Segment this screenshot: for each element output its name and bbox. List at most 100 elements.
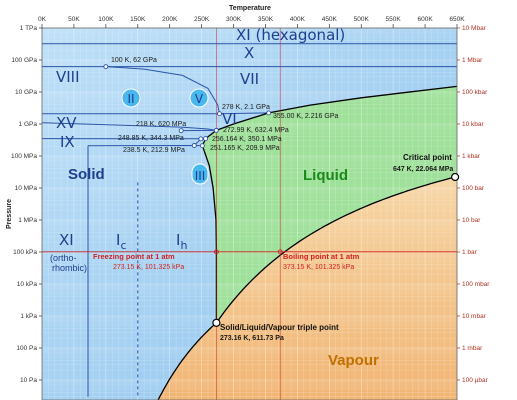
x-tick-label: 50K xyxy=(68,16,80,23)
svg-text:V: V xyxy=(195,92,204,106)
sublimation-curve xyxy=(157,322,217,400)
x-tick-label: 400K xyxy=(290,16,306,23)
point-marker xyxy=(199,143,205,149)
phase-marker-iii: III xyxy=(191,163,209,185)
y-right-tick-label: 10 Mbar xyxy=(462,25,487,32)
y-tick-label: 10 GPa xyxy=(15,89,37,96)
y-right-tick-label: 100 μbar xyxy=(462,377,489,384)
freezing-point-title: Freezing point at 1 atm xyxy=(93,252,175,261)
y-right-tick-label: 10 bar xyxy=(462,217,481,224)
phase-label-x: X xyxy=(244,44,254,62)
boundary-vi-vii xyxy=(219,112,269,115)
critical-point-value: 647 K, 22.064 MPa xyxy=(393,166,453,173)
x-tick-label: 450K xyxy=(322,16,338,23)
svg-text:II: II xyxy=(127,92,134,106)
label-355k: 355.00 K, 2.216 GPa xyxy=(273,113,338,120)
y-right-tick-label: 10 kbar xyxy=(462,121,485,128)
x-tick-label: 550K xyxy=(386,16,402,23)
y-tick-label: 100 GPa xyxy=(11,57,37,64)
point-marker xyxy=(191,143,197,148)
y-tick-label: 1 MPa xyxy=(18,217,37,224)
x-tick-label: 300K xyxy=(226,16,242,23)
label-251k: 251.165 K, 209.9 MPa xyxy=(210,145,280,152)
label-248k: 248.85 K, 344.3 MPa xyxy=(118,135,184,142)
svg-text:III: III xyxy=(195,169,206,183)
phase-label-rhombic: rhombic) xyxy=(52,263,87,273)
x-axis-ticks: 0K 50K 100K 150K 200K 250K 300K 350K 400K 450K 500… xyxy=(38,16,465,28)
phase-marker-v: V xyxy=(189,88,209,108)
phase-label-vii: VII xyxy=(240,70,259,88)
point-marker xyxy=(266,110,272,116)
x-tick-label: 600K xyxy=(417,16,433,23)
point-marker xyxy=(450,172,460,182)
y-axis-left-ticks: 1 TPa 100 GPa 10 GPa 1 GPa 100 MPa 10 MPa 1 MP… xyxy=(11,25,42,384)
y-tick-label: 10 kPa xyxy=(17,281,38,288)
point-marker xyxy=(213,127,219,133)
phase-label-vi: VI xyxy=(222,110,237,128)
phase-label-ic: Ic xyxy=(116,231,127,252)
label-238k: 238.5 K, 212.9 MPa xyxy=(123,147,185,154)
y-axis-title: Pressure xyxy=(6,199,13,229)
y-right-tick-label: 1 Mbar xyxy=(462,57,483,64)
y-tick-label: 100 MPa xyxy=(11,153,37,160)
point-marker xyxy=(212,318,221,327)
x-tick-label: 200K xyxy=(162,16,178,23)
point-marker xyxy=(178,128,184,134)
melting-curve-vi xyxy=(216,112,269,132)
y-axis-right-ticks: 10 Mbar 1 Mbar 100 kbar 10 kbar 1 kbar 100 ba… xyxy=(457,25,490,384)
freezing-point-value: 273.15 K, 101.325 kPa xyxy=(113,264,184,271)
triple-point-title: Solid/Liquid/Vapour triple point xyxy=(220,323,339,332)
y-tick-label: 100 kPa xyxy=(13,249,37,256)
y-right-tick-label: 100 mbar xyxy=(462,281,490,288)
point-marker xyxy=(103,64,109,70)
triple-point-value: 273.16 K, 611.73 Pa xyxy=(220,335,284,342)
y-tick-label: 100 Pa xyxy=(16,345,37,352)
y-right-tick-label: 1 kbar xyxy=(462,153,481,160)
y-tick-label: 10 Pa xyxy=(20,377,37,384)
label-256k: 256.164 K, 350.1 MPa xyxy=(212,136,282,143)
label-218k: 218 K, 620 MPa xyxy=(136,121,186,128)
phase-label-viii: VIII xyxy=(56,68,80,86)
phase-label-xi-ortho: XI xyxy=(59,231,74,249)
point-marker xyxy=(217,111,222,117)
point-marker xyxy=(198,136,204,142)
x-tick-label: 350K xyxy=(258,16,274,23)
y-right-tick-label: 100 bar xyxy=(462,185,485,192)
label-100k-62gpa: 100 K, 62 GPa xyxy=(111,57,157,64)
x-tick-label: 650K xyxy=(449,16,465,23)
y-right-tick-label: 1 mbar xyxy=(462,345,483,352)
point-marker xyxy=(203,136,209,142)
y-right-tick-label: 10 mbar xyxy=(462,313,487,320)
x-tick-label: 0K xyxy=(38,16,47,23)
boundary-viii-vii xyxy=(105,66,220,114)
phase-boundaries xyxy=(42,43,457,397)
x-axis-title: Temperature xyxy=(229,5,271,12)
region-label-liquid: Liquid xyxy=(303,167,348,184)
phase-label-ih: Ih xyxy=(176,231,187,252)
y-tick-label: 1 kPa xyxy=(20,313,37,320)
vaporisation-curve xyxy=(215,176,456,324)
label-272k: 272.99 K, 632.4 MPa xyxy=(223,127,289,134)
x-tick-label: 100K xyxy=(98,16,114,23)
y-right-tick-label: 1 bar xyxy=(462,249,478,256)
boundary-xv xyxy=(42,122,217,131)
x-tick-label: 500K xyxy=(354,16,370,23)
point-marker xyxy=(277,249,283,255)
boiling-point-title: Boiling point at 1 atm xyxy=(283,252,360,261)
plot-area xyxy=(42,28,457,400)
region-label-vapour: Vapour xyxy=(328,352,379,369)
plot-frame xyxy=(41,27,458,400)
critical-point-title: Critical point xyxy=(403,153,452,162)
y-tick-label: 1 TPa xyxy=(20,25,38,32)
phase-label-ortho: (ortho- xyxy=(50,253,77,263)
x-tick-label: 150K xyxy=(130,16,146,23)
x-tick-label: 250K xyxy=(194,16,210,23)
region-label-solid: Solid xyxy=(68,166,105,183)
y-tick-label: 10 MPa xyxy=(15,185,38,192)
phase-marker-ii: II xyxy=(121,88,141,108)
point-marker xyxy=(213,249,219,255)
y-right-tick-label: 100 kbar xyxy=(462,89,488,96)
phase-label-xv: XV xyxy=(56,114,77,132)
boiling-point-value: 373.15 K, 101.325 kPa xyxy=(283,264,354,271)
point-markers xyxy=(103,64,460,327)
